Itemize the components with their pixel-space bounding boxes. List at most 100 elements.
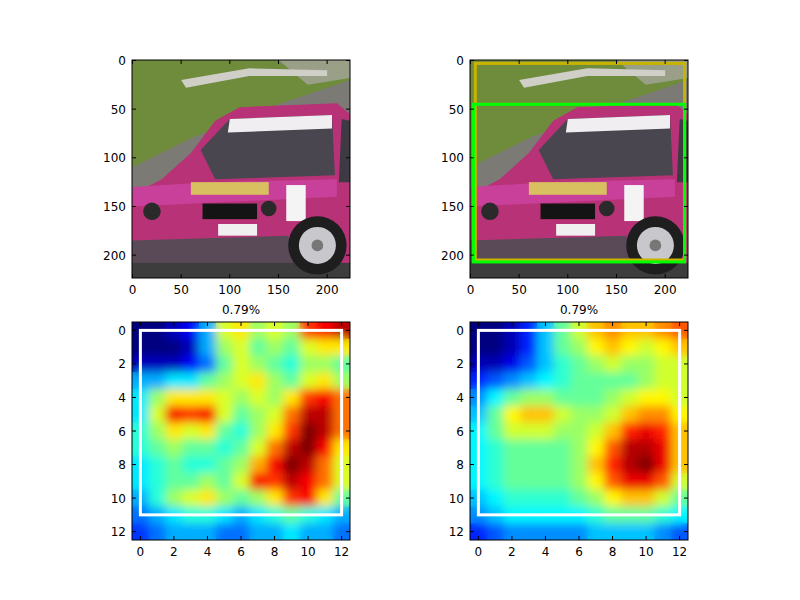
x-tick-label: 200 xyxy=(654,283,677,297)
y-tick-right xyxy=(346,498,350,499)
bounding-box xyxy=(478,330,679,514)
heatmap-cell xyxy=(199,423,216,440)
heatmap-cell xyxy=(571,372,588,389)
heatmap-cell-smooth xyxy=(266,523,283,540)
heatmap-cell xyxy=(571,339,588,356)
heatmap-cell xyxy=(587,372,604,389)
x-tick-label: 50 xyxy=(512,283,527,297)
heatmap-cell-smooth xyxy=(216,490,233,507)
photo-plate xyxy=(218,224,257,236)
heatmap-cell xyxy=(604,406,621,423)
heatmap-cell-smooth xyxy=(300,439,317,456)
y-tick-right xyxy=(346,464,350,465)
x-tick xyxy=(341,536,342,540)
heatmap-cell xyxy=(182,523,199,540)
heatmap-cell-smooth xyxy=(554,423,571,440)
y-tick xyxy=(470,531,474,532)
y-tick xyxy=(470,363,474,364)
heatmap-cell xyxy=(166,456,183,473)
y-tick xyxy=(132,60,136,61)
x-tick-top xyxy=(173,322,174,326)
heatmap-cell-smooth xyxy=(300,423,317,440)
heatmap-cell xyxy=(199,372,216,389)
heatmap-cell-smooth xyxy=(216,389,233,406)
heatmap-cell xyxy=(554,389,571,406)
heatmap-cell-smooth xyxy=(316,439,333,456)
heatmap-cell xyxy=(587,439,604,456)
axes-frame xyxy=(470,322,688,540)
y-tick-right xyxy=(346,531,350,532)
heatmap-cell xyxy=(182,406,199,423)
x-tick-label: 10 xyxy=(300,545,315,559)
heatmap-cell xyxy=(216,456,233,473)
heatmap-cell-smooth xyxy=(300,473,317,490)
heatmap-cell xyxy=(587,339,604,356)
heatmap-cell xyxy=(266,490,283,507)
y-tick-label: 50 xyxy=(111,103,126,117)
heatmap-cell-smooth xyxy=(216,356,233,373)
heatmap-cell xyxy=(621,456,638,473)
heatmap-cell-smooth xyxy=(166,356,183,373)
heatmap-cell-smooth xyxy=(604,356,621,373)
heatmap-cell xyxy=(554,372,571,389)
heatmap-cell-smooth xyxy=(199,423,216,440)
heatmap-cell-smooth xyxy=(266,423,283,440)
heatmap-cell xyxy=(654,339,671,356)
heatmap-cell xyxy=(638,406,655,423)
heatmap-cell-smooth xyxy=(537,339,554,356)
heatmap-cell-smooth xyxy=(199,356,216,373)
heatmap-cell xyxy=(621,356,638,373)
x-tick-label: 4 xyxy=(204,545,212,559)
heatmap-cell-smooth xyxy=(149,473,166,490)
y-tick-right xyxy=(684,109,688,110)
heatmap-cell-smooth xyxy=(199,389,216,406)
heatmap-cell xyxy=(554,406,571,423)
heatmap-cell xyxy=(300,439,317,456)
heatmap-cell xyxy=(316,473,333,490)
heatmap-cell xyxy=(487,456,504,473)
heatmap-cell-smooth xyxy=(638,356,655,373)
heatmap-cell-smooth xyxy=(487,406,504,423)
heatmap-cell-smooth xyxy=(233,356,250,373)
photo-hub xyxy=(650,240,662,252)
heatmap-cell xyxy=(621,406,638,423)
heatmap-cell xyxy=(554,339,571,356)
photo-side-window xyxy=(339,119,350,182)
x-tick-top xyxy=(229,60,230,64)
y-tick xyxy=(132,397,136,398)
y-tick-right xyxy=(684,255,688,256)
heatmap-cell xyxy=(638,339,655,356)
heatmap-cell xyxy=(266,456,283,473)
heatmap-cell xyxy=(604,389,621,406)
heatmap-cell xyxy=(487,389,504,406)
heatmap-cell-smooth xyxy=(587,339,604,356)
heatmap-cell xyxy=(587,406,604,423)
x-tick-label: 0 xyxy=(129,283,137,297)
heatmap-cell xyxy=(182,439,199,456)
heatmap-cell-smooth xyxy=(266,456,283,473)
heatmap-cell xyxy=(504,339,521,356)
photo-car-body xyxy=(470,103,688,278)
heatmap-cell-smooth xyxy=(249,423,266,440)
heatmap-cell-smooth xyxy=(316,372,333,389)
heatmap-cell xyxy=(266,439,283,456)
x-tick-top xyxy=(478,322,479,326)
heatmap-cell-smooth xyxy=(300,456,317,473)
heatmap-cell xyxy=(216,473,233,490)
x-tick-top xyxy=(327,60,328,64)
heatmap-cell xyxy=(638,372,655,389)
plot-area xyxy=(132,322,350,540)
heatmap-cell-smooth xyxy=(487,456,504,473)
heatmap-cell xyxy=(654,406,671,423)
heatmap-cell-smooth xyxy=(283,439,300,456)
heatmap-cell xyxy=(300,523,317,540)
bounding-box xyxy=(475,63,684,260)
heatmap-cell-smooth xyxy=(654,356,671,373)
heatmap-cell xyxy=(571,423,588,440)
photo-banner xyxy=(566,115,670,133)
heatmap-cell xyxy=(537,406,554,423)
y-tick-label: 150 xyxy=(441,200,464,214)
heatmap-cell xyxy=(249,372,266,389)
heatmap-cell xyxy=(654,490,671,507)
heatmap-cell xyxy=(638,389,655,406)
